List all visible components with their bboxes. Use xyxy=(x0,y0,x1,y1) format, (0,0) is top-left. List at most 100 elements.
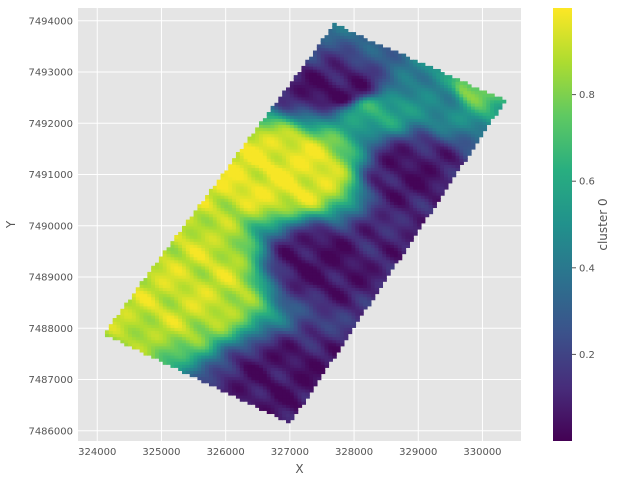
data-cell xyxy=(316,108,322,113)
data-cell xyxy=(309,367,314,371)
data-cell xyxy=(235,296,241,301)
data-cell xyxy=(255,145,260,150)
data-cell xyxy=(320,96,326,101)
data-cell xyxy=(366,278,372,282)
data-cell xyxy=(355,318,360,322)
data-cell xyxy=(262,222,268,227)
data-cell xyxy=(355,72,360,76)
data-cell xyxy=(316,284,322,288)
data-cell xyxy=(251,357,256,362)
data-cell xyxy=(228,367,233,371)
data-cell xyxy=(232,376,237,381)
data-cell xyxy=(363,198,368,202)
data-cell xyxy=(255,142,260,147)
data-cell xyxy=(282,115,287,119)
data-cell xyxy=(312,238,318,242)
data-cell xyxy=(366,207,372,212)
data-cell xyxy=(370,262,376,267)
data-cell xyxy=(178,345,183,350)
data-cell xyxy=(370,182,376,187)
data-cell xyxy=(301,139,306,144)
data-cell xyxy=(332,195,337,199)
data-cell xyxy=(328,195,333,199)
data-cell xyxy=(324,87,330,92)
data-cell xyxy=(305,124,310,129)
data-cell xyxy=(301,115,306,119)
data-cell xyxy=(170,278,175,282)
data-cell xyxy=(259,201,264,205)
data-cell xyxy=(324,115,330,119)
data-cell xyxy=(251,278,256,282)
data-cell xyxy=(185,308,191,313)
data-cell xyxy=(301,296,306,301)
data-cell xyxy=(286,373,291,378)
data-cell xyxy=(324,173,330,178)
data-cell xyxy=(274,188,280,193)
data-cell xyxy=(212,201,218,205)
data-cell xyxy=(235,284,241,288)
data-cell xyxy=(305,281,310,285)
data-cell xyxy=(347,44,353,49)
data-cell xyxy=(158,348,164,353)
data-cell xyxy=(259,231,264,236)
data-cell xyxy=(301,287,306,292)
data-cell xyxy=(305,247,310,252)
data-cell xyxy=(270,151,276,156)
data-cell xyxy=(336,210,341,215)
data-cell xyxy=(220,235,226,239)
data-cell xyxy=(347,53,353,58)
data-cell xyxy=(336,44,341,49)
data-cell xyxy=(351,219,357,224)
data-cell xyxy=(339,204,345,209)
data-cell xyxy=(147,330,152,335)
data-cell xyxy=(293,102,299,107)
data-cell xyxy=(232,191,237,196)
data-cell xyxy=(328,139,333,144)
data-cell xyxy=(197,336,202,341)
data-cell xyxy=(370,271,376,276)
data-cell xyxy=(347,204,353,209)
data-cell xyxy=(332,287,337,292)
data-cell xyxy=(201,287,206,292)
data-cell xyxy=(128,336,133,341)
data-cell xyxy=(116,327,122,332)
data-cell xyxy=(216,357,222,362)
data-cell xyxy=(235,305,241,310)
data-cell xyxy=(343,72,349,76)
data-cell xyxy=(147,299,152,304)
data-cell xyxy=(251,188,256,193)
data-cell xyxy=(347,182,353,187)
data-cell xyxy=(366,213,372,218)
data-cell xyxy=(286,256,291,261)
data-cell xyxy=(197,318,202,322)
data-cell xyxy=(259,207,264,212)
data-cell xyxy=(289,222,295,227)
data-cell xyxy=(309,170,314,175)
data-cell xyxy=(359,198,364,202)
data-cell xyxy=(251,373,256,378)
data-cell xyxy=(224,364,229,368)
data-cell xyxy=(247,207,253,212)
data-cell xyxy=(343,327,349,332)
data-cell xyxy=(270,348,276,353)
data-cell xyxy=(339,262,345,267)
data-cell xyxy=(120,324,125,328)
data-cell xyxy=(135,293,141,298)
data-cell xyxy=(216,302,222,307)
data-cell xyxy=(316,247,322,252)
data-cell xyxy=(309,241,314,245)
data-cell xyxy=(366,87,372,92)
data-cell xyxy=(262,121,268,126)
data-cell xyxy=(343,191,349,196)
data-cell xyxy=(297,96,303,101)
data-cell xyxy=(205,231,210,236)
data-cell xyxy=(255,198,260,202)
data-cell xyxy=(143,330,149,335)
data-cell xyxy=(305,84,310,89)
data-cell xyxy=(309,164,314,169)
data-cell xyxy=(255,284,260,288)
data-cell xyxy=(343,84,349,89)
data-cell xyxy=(297,170,303,175)
data-cell xyxy=(297,231,303,236)
data-cell xyxy=(316,308,322,313)
